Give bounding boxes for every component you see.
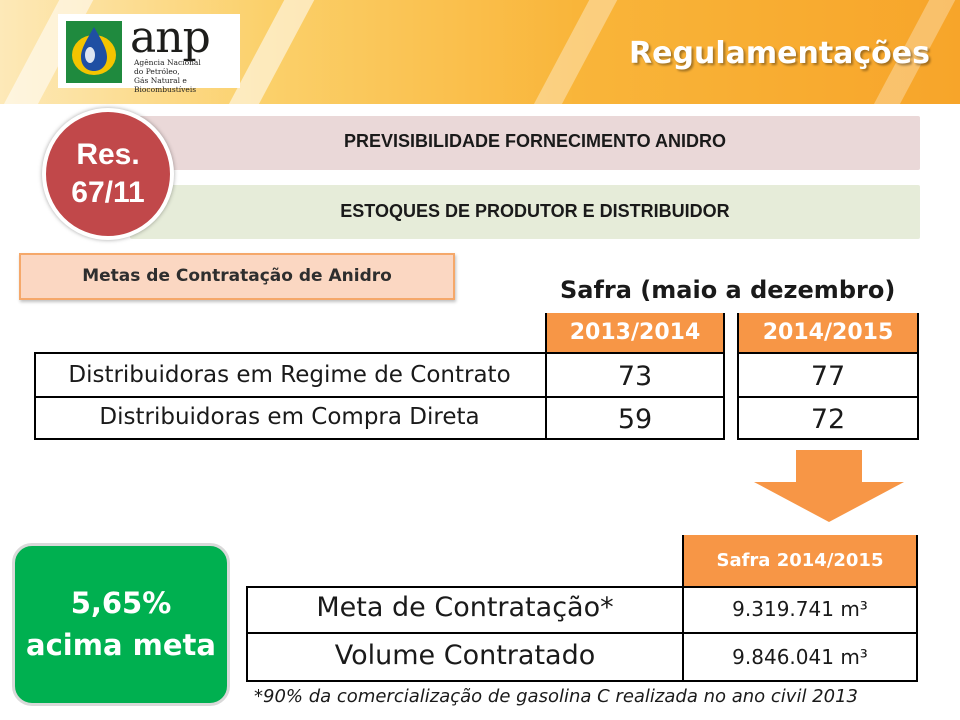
row-value: 9.319.741 m³ (732, 597, 868, 621)
topic-bar-estoques: ESTOQUES DE PRODUTOR E DISTRIBUIDOR (130, 185, 920, 239)
row-value: 9.846.041 m³ (732, 645, 868, 669)
row-label: Volume Contratado (334, 640, 596, 671)
column-header-2014-2015: 2014/2015 (737, 313, 919, 353)
row-label: Distribuidoras em Compra Direta (99, 404, 480, 430)
row-value: 73 (617, 361, 653, 392)
result-badge: 5,65% acima meta (12, 543, 230, 706)
row-label: Meta de Contratação* (316, 592, 614, 623)
topic-label: PREVISIBILIDADE FORNECIMENTO ANIDRO (343, 131, 727, 151)
row-value: 59 (617, 404, 653, 435)
logo-wordmark: anp (130, 12, 211, 63)
page-title: Regulamentações (629, 36, 930, 71)
resolution-line2: 67/11 (71, 176, 145, 209)
anp-logo: anp Agência Nacional do Petróleo, Gás Na… (58, 12, 240, 94)
header-banner: anp Agência Nacional do Petróleo, Gás Na… (0, 0, 960, 104)
row-value: 77 (810, 361, 846, 392)
metas-title-box: Metas de Contratação de Anidro (19, 253, 455, 300)
column-header-safra-2014-2015: Safra 2014/2015 (683, 535, 917, 587)
row-value: 72 (810, 404, 846, 435)
logo-emblem (66, 21, 122, 83)
down-arrow-icon (754, 450, 904, 522)
topic-label: ESTOQUES DE PRODUTOR E DISTRIBUIDOR (340, 201, 730, 221)
footnote: *90% da comercialização de gasolina C re… (254, 686, 858, 707)
result-percent: 5,65% (70, 586, 172, 620)
logo-subtitle: Agência Nacional do Petróleo, Gás Natura… (134, 58, 201, 94)
resolution-line1: Res. (76, 138, 140, 171)
topic-bar-previsibilidade: PREVISIBILIDADE FORNECIMENTO ANIDRO (130, 116, 920, 170)
resolution-badge: Res. 67/11 (42, 108, 174, 240)
result-caption: acima meta (26, 628, 216, 662)
row-label: Distribuidoras em Regime de Contrato (68, 362, 511, 388)
column-header-2013-2014: 2013/2014 (545, 313, 725, 353)
drop-icon (66, 21, 122, 83)
safra-table-title: Safra (maio a dezembro) (560, 276, 896, 304)
